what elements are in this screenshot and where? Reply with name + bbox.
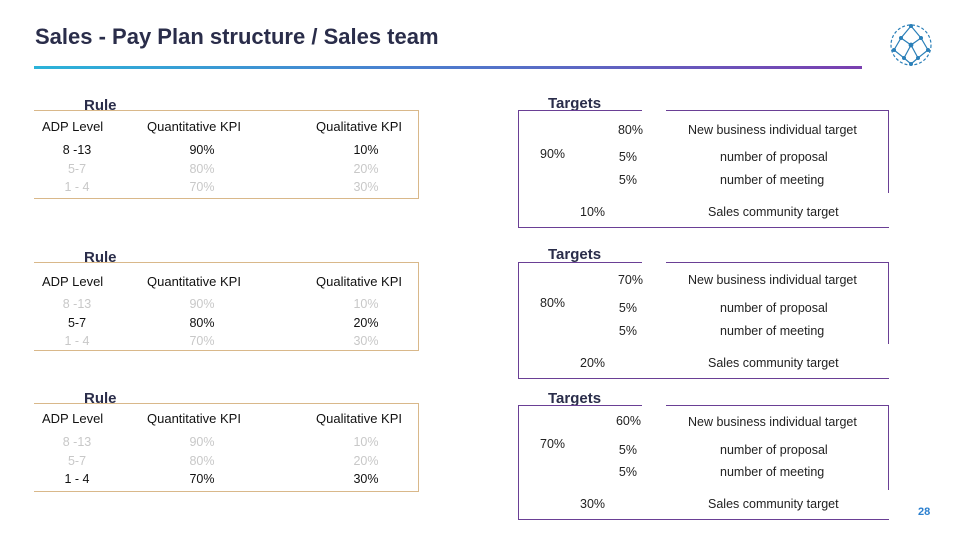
adp-level-header: ADP Level (42, 274, 104, 289)
quantitative-kpi-values: 90% 80% 70% (172, 141, 232, 197)
targets-box (518, 405, 889, 520)
qualitative-kpi-cell: 30% (353, 472, 379, 486)
target-row-text: New business individual target (688, 415, 857, 429)
target-row-percent: 5% (618, 173, 637, 187)
adp-level-header: ADP Level (42, 119, 104, 134)
community-percent: 10% (580, 205, 606, 219)
adp-level-cell: 5-7 (67, 315, 87, 330)
target-row-text: New business individual target (688, 273, 857, 287)
quantitative-kpi-header: Quantitative KPI (147, 119, 241, 134)
target-row-percent: 60% (615, 414, 641, 428)
adp-level-cell: 8 -13 (62, 143, 92, 157)
qualitative-kpi-cell: 30% (353, 180, 379, 194)
target-row-percent: 5% (618, 465, 637, 479)
target-row-percent: 80% (617, 123, 643, 137)
rule-label: Rule (84, 97, 117, 114)
target-row-percent: 5% (618, 150, 637, 164)
adp-level-header: ADP Level (42, 411, 104, 426)
qualitative-kpi-values: 10% 20% 30% (336, 141, 396, 197)
quantitative-kpi-values: 90% 80% 70% (172, 295, 232, 351)
targets-inner-box (666, 405, 889, 490)
qualitative-kpi-cell: 10% (353, 297, 379, 311)
quantitative-kpi-cell: 70% (189, 180, 215, 194)
quantitative-kpi-cell: 70% (189, 334, 215, 348)
adp-level-values: 8 -13 5-7 1 - 4 (47, 295, 107, 351)
rule-table-box (34, 403, 419, 492)
quantitative-kpi-cell: 70% (189, 472, 215, 486)
qualitative-kpi-cell: 10% (353, 435, 379, 449)
target-row-text: number of meeting (720, 324, 825, 338)
quantitative-kpi-header: Quantitative KPI (147, 411, 241, 426)
quantitative-kpi-cell: 80% (189, 453, 215, 468)
adp-level-cell: 1 - 4 (64, 472, 90, 486)
quantitative-kpi-cell: 90% (189, 435, 215, 449)
community-text: Sales community target (708, 497, 839, 511)
target-row-percent: 5% (618, 324, 637, 338)
target-row-text: number of proposal (720, 443, 828, 457)
target-row-text: New business individual target (688, 123, 857, 137)
target-row-text: number of proposal (720, 301, 828, 315)
target-row-percent: 5% (618, 443, 637, 457)
rule-table-box (34, 110, 419, 199)
adp-level-cell: 1 - 4 (64, 180, 90, 194)
targets-inner-box (666, 262, 889, 344)
community-text: Sales community target (708, 205, 839, 219)
quantitative-kpi-header: Quantitative KPI (147, 274, 241, 289)
quantitative-kpi-values: 90% 80% 70% (172, 433, 232, 489)
network-logo-icon (890, 24, 932, 66)
community-percent: 30% (580, 497, 606, 511)
quantitative-kpi-cell: 80% (189, 315, 215, 330)
target-row-text: number of meeting (720, 173, 825, 187)
qualitative-kpi-header: Qualitative KPI (316, 274, 402, 289)
targets-top-line (518, 262, 642, 263)
quantitative-kpi-cell: 90% (189, 143, 215, 157)
qualitative-kpi-values: 10% 20% 30% (336, 295, 396, 351)
targets-main-percent: 90% (540, 147, 566, 161)
community-text: Sales community target (708, 356, 839, 370)
targets-label: Targets (548, 246, 602, 263)
qualitative-kpi-cell: 10% (353, 143, 379, 157)
targets-main-percent: 70% (540, 437, 566, 451)
title-underline (34, 66, 862, 69)
qualitative-kpi-cell: 20% (353, 161, 379, 176)
targets-label: Targets (548, 95, 602, 112)
adp-level-cell: 8 -13 (62, 297, 92, 311)
target-row-text: number of meeting (720, 465, 825, 479)
target-row-percent: 70% (617, 273, 643, 287)
rule-table-box (34, 262, 419, 351)
adp-level-values: 8 -13 5-7 1 - 4 (47, 141, 107, 197)
qualitative-kpi-cell: 20% (353, 315, 379, 330)
targets-top-line (518, 405, 642, 406)
rule-label: Rule (84, 249, 117, 266)
targets-top-line (518, 110, 642, 111)
qualitative-kpi-cell: 20% (353, 453, 379, 468)
adp-level-values: 8 -13 5-7 1 - 4 (47, 433, 107, 489)
targets-main-percent: 80% (540, 296, 566, 310)
community-percent: 20% (580, 356, 606, 370)
target-row-text: number of proposal (720, 150, 828, 164)
target-row-percent: 5% (618, 301, 637, 315)
page-title: Sales - Pay Plan structure / Sales team (35, 24, 439, 49)
adp-level-cell: 5-7 (67, 453, 87, 468)
qualitative-kpi-cell: 30% (353, 334, 379, 348)
adp-level-cell: 5-7 (67, 161, 87, 176)
adp-level-cell: 8 -13 (62, 435, 92, 449)
qualitative-kpi-values: 10% 20% 30% (336, 433, 396, 489)
rule-label: Rule (84, 390, 117, 407)
targets-inner-box (666, 110, 889, 193)
targets-label: Targets (548, 390, 602, 407)
page-number: 28 (918, 506, 931, 518)
qualitative-kpi-header: Qualitative KPI (316, 119, 402, 134)
adp-level-cell: 1 - 4 (64, 334, 90, 348)
targets-box (518, 262, 889, 379)
targets-box (518, 110, 889, 228)
quantitative-kpi-cell: 90% (189, 297, 215, 311)
quantitative-kpi-cell: 80% (189, 161, 215, 176)
qualitative-kpi-header: Qualitative KPI (316, 411, 402, 426)
